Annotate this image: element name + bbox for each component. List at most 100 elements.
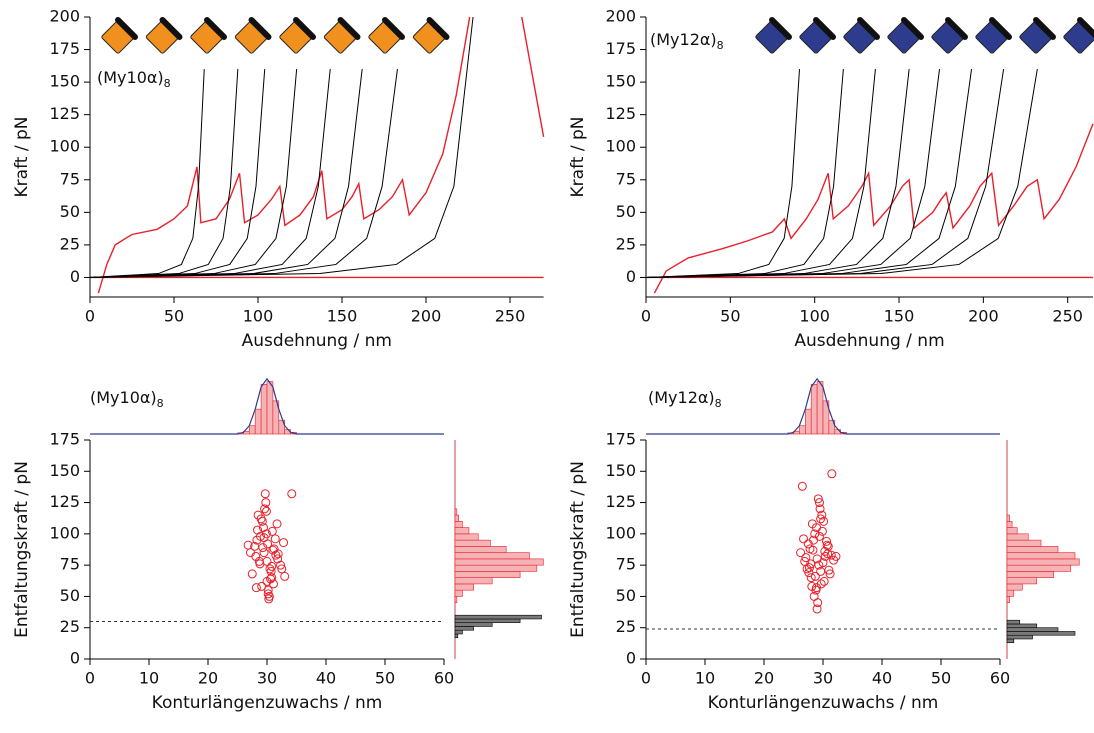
x-tick-label: 40 — [872, 669, 892, 688]
panel: 0 10 20 30 40 50 60 0 25 50 75 100 125 150 175 Konturlä… — [12, 377, 544, 713]
x-tick-label: 200 — [411, 307, 442, 326]
point — [261, 498, 271, 508]
y-hist-bar — [454, 589, 463, 597]
point — [814, 531, 824, 541]
y-hist-bar — [454, 527, 470, 535]
x-tick-label: 60 — [434, 669, 454, 688]
domain — [1019, 20, 1053, 54]
y-hist-bar — [1006, 596, 1010, 603]
point — [799, 534, 809, 544]
x-hist-bar — [249, 425, 256, 435]
domain — [887, 20, 921, 54]
y-hist-bar — [1006, 564, 1072, 572]
y-hist-bar — [1006, 619, 1021, 625]
point — [803, 539, 813, 549]
trace — [645, 69, 973, 278]
x-hist-bar — [828, 419, 836, 435]
point — [826, 550, 836, 560]
y-tick-label: 75 — [60, 169, 80, 188]
y-tick-label: 25 — [60, 234, 80, 253]
point — [273, 549, 283, 559]
point — [819, 576, 829, 586]
x-hist-bar — [816, 381, 824, 435]
point — [279, 538, 289, 548]
domain-linker — [115, 17, 138, 40]
y-hist-bar — [1006, 634, 1033, 640]
x-hist-bar — [260, 383, 268, 435]
point — [822, 540, 832, 550]
point — [796, 548, 806, 558]
trace — [89, 69, 205, 278]
y-tick-label: 150 — [605, 72, 636, 91]
domain — [755, 20, 789, 54]
y-tick-label: 100 — [49, 137, 80, 156]
point — [258, 543, 268, 553]
point — [268, 579, 278, 589]
domain-linker — [248, 17, 272, 40]
domain-linker — [1033, 17, 1056, 40]
y-tick-label: 125 — [605, 492, 636, 511]
x-tick-label: 0 — [85, 307, 95, 326]
y-tick-label: 0 — [626, 267, 636, 286]
y-tick-label: 200 — [605, 7, 636, 26]
x-hist-bar — [799, 425, 806, 435]
x-hist-fit — [646, 377, 1000, 435]
domain — [323, 20, 358, 54]
domain — [412, 20, 447, 54]
domain-linker — [293, 17, 316, 40]
point — [804, 563, 814, 573]
x-tick-label: 50 — [164, 307, 184, 326]
point — [801, 553, 811, 563]
x-tick-label: 20 — [754, 669, 774, 688]
point — [804, 568, 814, 578]
y-tick-label: 100 — [49, 523, 80, 542]
y-hist-bar — [1006, 589, 1015, 597]
annotation-name: (My10α) — [90, 388, 157, 407]
point — [817, 510, 827, 520]
x-hist-bar — [810, 383, 818, 435]
y-hist-bar — [1006, 546, 1059, 553]
point — [818, 558, 828, 568]
annotation-subscript: 8 — [715, 397, 722, 410]
point — [810, 571, 820, 581]
y-hist-bar — [1006, 583, 1023, 591]
point — [827, 469, 837, 479]
point — [797, 481, 807, 491]
y-tick-label: 50 — [60, 586, 80, 605]
domain — [190, 20, 224, 54]
domain — [931, 20, 965, 54]
point — [263, 589, 273, 599]
trace — [89, 69, 266, 278]
y-hist-bar — [454, 558, 544, 566]
panel: 0 50 100 150 200 250 0 25 50 75 100 125 150 175 200 Aus… — [568, 7, 1094, 351]
y-tick-label: 75 — [616, 555, 636, 574]
point — [820, 551, 830, 561]
y-hist-bar — [1006, 539, 1042, 547]
annotation: (My12α)8 — [648, 388, 722, 411]
trace — [645, 69, 800, 278]
y-hist-bar — [454, 571, 521, 578]
point — [264, 594, 274, 604]
trace — [89, 69, 239, 278]
point — [825, 569, 835, 579]
y-tick-label: 75 — [60, 555, 80, 574]
y-tick-label: 75 — [616, 169, 636, 188]
point — [824, 565, 834, 575]
y-axis-label: Entfaltungskraft / pN — [568, 461, 588, 638]
x-tick-label: 50 — [720, 307, 740, 326]
y-tick-label: 50 — [60, 202, 80, 221]
point — [276, 560, 286, 570]
domain-linker — [813, 17, 836, 40]
domain-linker — [857, 17, 880, 40]
annotation: (My10α)8 — [97, 68, 171, 91]
domain — [843, 20, 877, 54]
trace — [89, 69, 298, 278]
y-hist-bar — [454, 552, 530, 560]
y-hist-bar — [454, 583, 474, 591]
annotation-name: (My12α) — [648, 388, 715, 407]
y-hist-bar — [1006, 631, 1076, 636]
y-hist-bar — [1006, 558, 1080, 566]
point — [259, 548, 269, 558]
x-tick-label: 10 — [139, 669, 159, 688]
